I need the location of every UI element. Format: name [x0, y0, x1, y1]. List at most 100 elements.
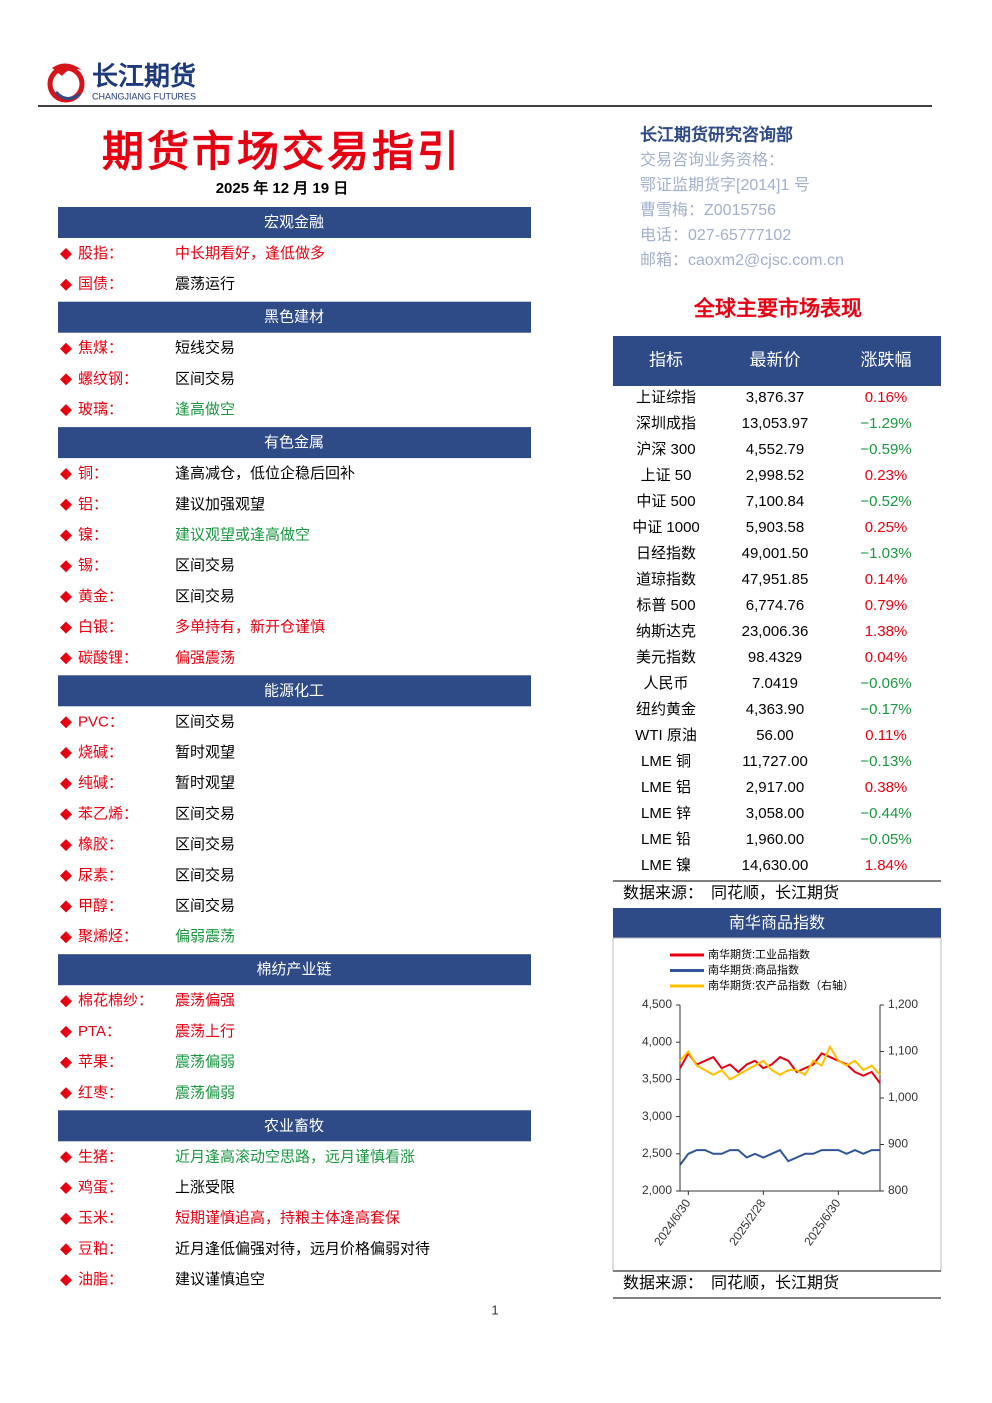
bullet: [60, 900, 72, 913]
item-name: 甲醇：: [78, 897, 123, 914]
item-name: PVC：: [78, 713, 124, 730]
y2-tick-label: 1,000: [888, 1090, 918, 1104]
bullet: [60, 1243, 72, 1256]
table-cell: −0.52%: [860, 493, 911, 510]
contact-line: 交易咨询业务资格：: [640, 151, 784, 169]
table-cell: 49,001.50: [742, 545, 809, 562]
item-name: 股指：: [78, 245, 123, 262]
item-advice: 区间交易: [175, 804, 235, 822]
table-cell: 上证 50: [641, 467, 692, 484]
table-cell: LME 铅: [641, 831, 691, 848]
table-cell: 0.11%: [865, 727, 906, 744]
table-cell: 2,917.00: [746, 779, 804, 796]
item-name: 橡胶：: [78, 836, 123, 853]
item-advice: 震荡偏弱: [175, 1054, 235, 1071]
bullet: [60, 1274, 72, 1287]
item-advice: 区间交易: [175, 866, 235, 884]
table-cell: 23,006.36: [742, 623, 809, 640]
bullet: [60, 869, 72, 882]
item-advice: 上涨受限: [175, 1179, 235, 1196]
table-cell: 美元指数: [636, 649, 696, 666]
item-advice: 短期谨慎追高，持粮主体逢高套保: [175, 1209, 400, 1227]
chart-title: 南华商品指数: [729, 914, 825, 932]
y2-tick-label: 1,100: [888, 1044, 918, 1058]
section-title: 农业畜牧: [264, 1117, 324, 1134]
item-name: 苹果：: [78, 1054, 123, 1071]
contact-line: 鄂证监期货字[2014]1 号: [640, 176, 810, 194]
y-tick-label: 4,500: [642, 997, 672, 1011]
table-cell: LME 镍: [641, 856, 691, 874]
chart-header: [613, 908, 941, 938]
item-name: 焦煤：: [78, 340, 123, 357]
bullet: [60, 1025, 72, 1038]
item-advice: 逢高减仓，低位企稳后回补: [175, 464, 355, 482]
bullet: [60, 621, 72, 634]
table-cell: 4,363.90: [746, 701, 804, 718]
table-cell: 道琼指数: [636, 571, 696, 588]
item-advice: 偏强震荡: [175, 649, 235, 666]
item-advice: 区间交易: [175, 587, 235, 605]
item-name: 苯乙烯：: [78, 805, 138, 822]
item-advice: 震荡偏弱: [175, 1084, 235, 1101]
date: 2025 年 12 月 19 日: [216, 179, 349, 197]
item-advice: 震荡上行: [175, 1023, 235, 1040]
bullet: [60, 468, 72, 481]
y-tick-label: 4,000: [642, 1034, 672, 1048]
item-advice: 区间交易: [175, 896, 235, 914]
table-header: [613, 336, 941, 386]
item-name: 棉花棉纱：: [78, 992, 153, 1009]
item-advice: 近月逢高滚动空思路，远月谨慎看涨: [175, 1147, 415, 1165]
item-name: 玻璃：: [78, 401, 123, 418]
item-advice: 中长期看好，逢低做多: [175, 245, 325, 262]
section-header: [58, 427, 531, 459]
item-name: 生猪：: [78, 1148, 123, 1165]
table-cell: 纳斯达克: [636, 623, 696, 640]
bullet: [60, 529, 72, 542]
table-cell: 14,630.00: [742, 857, 809, 874]
item-name: 红枣：: [78, 1084, 123, 1101]
bullet: [60, 652, 72, 665]
table-cell: 56.00: [756, 727, 794, 744]
table-cell: −1.03%: [860, 545, 911, 562]
y2-tick-label: 900: [888, 1137, 908, 1151]
bullet: [60, 1182, 72, 1194]
table-cell: −0.17%: [860, 701, 911, 718]
section-header: [58, 301, 531, 333]
section-title: 黑色建材: [264, 309, 324, 326]
item-advice: 短线交易: [175, 339, 235, 357]
item-advice: 暂时观望: [175, 744, 235, 761]
table-cell: LME 铝: [641, 779, 691, 796]
market-title: 全球主要市场表现: [693, 297, 862, 321]
item-advice: 震荡偏强: [175, 992, 235, 1009]
title: 期货市场交易指引: [102, 128, 462, 175]
table-cell: 中证 1000: [632, 519, 700, 536]
item-name: 烧碱：: [78, 744, 123, 761]
section-title: 能源化工: [264, 682, 324, 699]
bullet: [60, 1087, 72, 1100]
table-cell: 13,053.97: [742, 415, 809, 432]
item-name: 黄金：: [78, 588, 123, 605]
bullet: [60, 404, 72, 417]
bullet: [60, 931, 72, 944]
table-cell: 0.79%: [865, 597, 908, 614]
item-advice: 多单持有，新开仓谨慎: [175, 618, 325, 636]
item-name: 白银：: [78, 619, 123, 636]
table-cell: −0.44%: [860, 805, 911, 822]
column-header: 指标: [649, 350, 683, 369]
y-tick-label: 3,000: [642, 1109, 672, 1123]
item-name: 螺纹钢：: [78, 370, 138, 387]
item-advice: 建议加强观望: [175, 496, 265, 513]
item-name: 尿素：: [78, 867, 123, 884]
item-advice: 区间交易: [175, 835, 235, 853]
source: 数据来源： 同花顺，长江期货: [623, 884, 839, 902]
bullet: [60, 590, 72, 603]
item-advice: 震荡运行: [175, 276, 235, 293]
bullet: [60, 839, 72, 852]
table-cell: 0.14%: [865, 571, 908, 588]
item-name: 油脂：: [78, 1271, 123, 1288]
table-cell: 47,951.85: [742, 571, 809, 588]
item-advice: 区间交易: [175, 556, 235, 574]
table-cell: 中证 500: [636, 493, 695, 510]
item-name: 聚烯烃：: [78, 928, 138, 945]
